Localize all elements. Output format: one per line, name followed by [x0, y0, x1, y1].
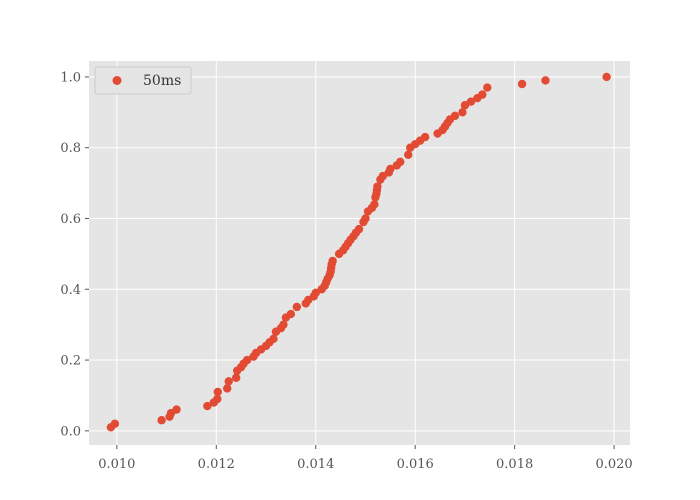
data-point — [483, 83, 492, 92]
legend-label: 50ms — [143, 73, 181, 89]
data-point — [279, 320, 288, 329]
data-point — [370, 200, 379, 209]
y-tick-label: 0.4 — [60, 283, 81, 298]
data-point — [242, 355, 252, 365]
data-point — [110, 419, 120, 428]
y-tick-label: 0.0 — [60, 424, 81, 439]
legend: 50ms — [94, 66, 192, 95]
x-tick-label: 0.014 — [297, 457, 334, 472]
data-point — [386, 164, 395, 174]
plot-background — [89, 61, 630, 445]
y-axis: 0.0 0.2 0.4 0.6 0.8 1.0 — [60, 70, 89, 439]
data-point — [292, 302, 302, 312]
x-axis: 0.010 0.012 0.014 0.016 0.018 0.020 — [98, 445, 633, 472]
legend-marker — [112, 76, 122, 85]
data-point — [269, 334, 278, 344]
data-point — [466, 97, 476, 106]
data-point — [328, 256, 337, 266]
data-point — [213, 387, 222, 397]
data-point — [361, 214, 370, 223]
y-tick-label: 0.6 — [60, 212, 81, 227]
data-point — [213, 394, 222, 404]
x-tick-label: 0.010 — [98, 457, 135, 472]
data-point — [203, 401, 212, 411]
x-tick-label: 0.020 — [595, 457, 632, 472]
y-tick-label: 0.2 — [60, 354, 81, 369]
data-point — [602, 72, 611, 82]
data-point — [541, 76, 550, 85]
x-tick-label: 0.018 — [496, 457, 533, 472]
data-point — [396, 157, 405, 167]
data-point — [354, 224, 364, 234]
data-point — [224, 377, 233, 386]
legend-box — [94, 66, 192, 95]
y-tick-label: 0.8 — [60, 141, 81, 156]
data-point — [157, 416, 166, 425]
data-point — [517, 79, 527, 89]
data-point — [420, 132, 430, 142]
data-point — [478, 90, 487, 99]
data-point — [231, 373, 241, 382]
x-tick-label: 0.012 — [198, 457, 235, 472]
data-point — [404, 150, 413, 159]
data-point — [450, 111, 460, 121]
data-point — [458, 108, 467, 117]
data-point — [373, 182, 382, 191]
data-point — [172, 405, 181, 414]
data-points — [106, 72, 611, 432]
x-tick-label: 0.016 — [397, 457, 434, 472]
y-tick-label: 1.0 — [60, 70, 81, 85]
data-point — [223, 384, 232, 393]
data-point — [286, 309, 296, 319]
